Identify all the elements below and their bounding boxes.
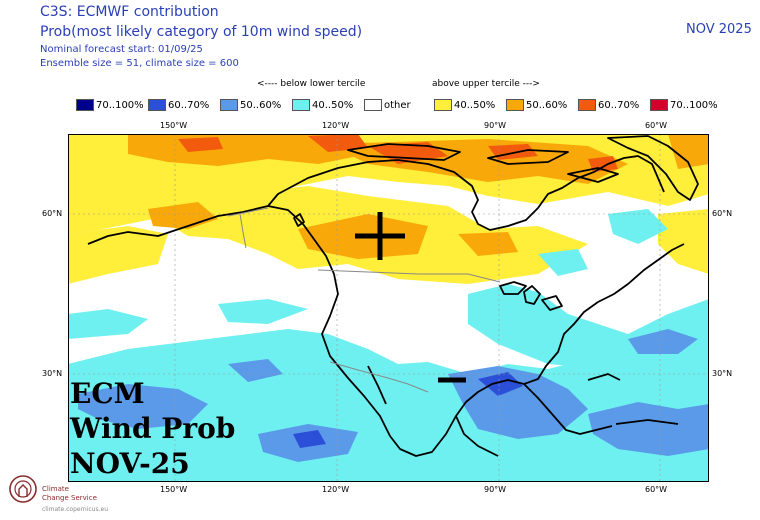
legend-swatch: [434, 99, 452, 111]
legend-label: 40..50%: [312, 99, 354, 111]
legend-label: 50..60%: [240, 99, 282, 111]
lat-label-right: 60°N: [712, 209, 733, 218]
legend-item-below-60-70: 60..70%: [148, 98, 209, 112]
org-name-line1: Climate: [42, 485, 69, 493]
coastlines: [87, 135, 699, 457]
probability-map: [68, 134, 709, 482]
country-borders: [227, 207, 501, 393]
lat-label-right: 30°N: [712, 369, 733, 378]
legend-label: 60..70%: [168, 99, 210, 111]
org-name-line2: Change Service: [42, 494, 97, 502]
legend-swatch: [220, 99, 238, 111]
map-subtitle: Prob(most likely category of 10m wind sp…: [40, 24, 363, 40]
above-tercile-label: above upper tercile --->: [432, 79, 540, 89]
map-frame: [68, 134, 709, 482]
lon-label-bottom: 60°W: [645, 485, 668, 494]
map-grid: [68, 134, 709, 482]
lon-label-top: 120°W: [322, 121, 350, 130]
legend-label: 40..50%: [454, 99, 496, 111]
legend-item-below-40-50: 40..50%: [292, 98, 353, 112]
lon-label-top: 60°W: [645, 121, 668, 130]
legend-item-below-50-60: 50..60%: [220, 98, 281, 112]
overlay-line-2: Wind Prob: [70, 412, 236, 445]
legend-item-above-60-70: 60..70%: [578, 98, 639, 112]
overlay-line-1: ECM: [70, 377, 145, 410]
forecast-month: NOV 2025: [686, 22, 752, 37]
climate-change-service-logo: [9, 475, 37, 503]
legend-label: 70..100%: [670, 99, 718, 111]
legend-item-above-40-50: 40..50%: [434, 98, 495, 112]
legend-item-above-50-60: 50..60%: [506, 98, 567, 112]
map-title: C3S: ECMWF contribution: [40, 4, 219, 20]
lon-label-top: 90°W: [484, 121, 507, 130]
ensemble-size: Ensemble size = 51, climate size = 600: [40, 58, 239, 69]
legend-label: other: [384, 99, 411, 111]
lon-label-bottom: 90°W: [484, 485, 507, 494]
legend-label: 70..100%: [96, 99, 144, 111]
legend-label: 60..70%: [598, 99, 640, 111]
legend-swatch: [650, 99, 668, 111]
legend-item-above-70-100: 70..100%: [650, 98, 718, 112]
lon-label-top: 150°W: [160, 121, 188, 130]
forecast-start: Nominal forecast start: 01/09/25: [40, 44, 203, 55]
lat-label-left: 30°N: [42, 369, 63, 378]
lat-label-left: 60°N: [42, 209, 63, 218]
wind-marker-above: [355, 212, 405, 260]
legend-item-below-70-100: 70..100%: [76, 98, 144, 112]
legend-swatch: [76, 99, 94, 111]
legend-swatch: [578, 99, 596, 111]
overlay-line-3: NOV-25: [70, 447, 190, 480]
org-url: climate.copernicus.eu: [42, 506, 109, 513]
legend-swatch: [364, 99, 382, 111]
legend-swatch: [148, 99, 166, 111]
legend-swatch: [506, 99, 524, 111]
below-60-70-regions: [293, 372, 523, 448]
legend-item-other: other: [364, 98, 411, 112]
legend-swatch: [292, 99, 310, 111]
below-40-50-regions: [68, 209, 709, 482]
map-overlay-text: ECM Wind Prob NOV-25: [70, 376, 235, 481]
great-lakes: [499, 281, 563, 311]
lon-label-bottom: 150°W: [160, 485, 188, 494]
lon-label-bottom: 120°W: [322, 485, 350, 494]
below-tercile-label: <---- below lower tercile: [257, 79, 366, 89]
legend-label: 50..60%: [526, 99, 568, 111]
